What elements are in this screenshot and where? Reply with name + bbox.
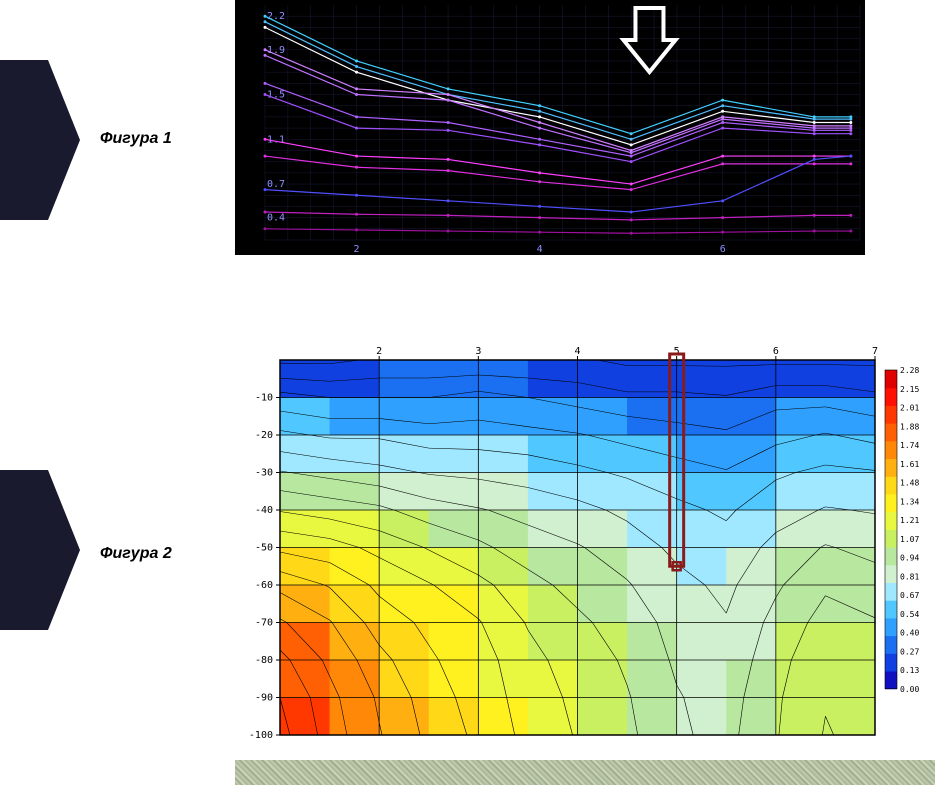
svg-text:1.34: 1.34 (900, 497, 919, 506)
svg-text:2.15: 2.15 (900, 385, 919, 394)
svg-text:-100: -100 (249, 730, 273, 740)
svg-text:1.74: 1.74 (900, 441, 919, 450)
pentagon-marker-1 (0, 60, 80, 220)
svg-text:0.81: 0.81 (900, 572, 919, 581)
svg-text:1.88: 1.88 (900, 422, 919, 431)
svg-text:0.67: 0.67 (900, 591, 919, 600)
svg-text:-10: -10 (255, 393, 273, 404)
svg-text:0.00: 0.00 (900, 685, 919, 694)
svg-text:-60: -60 (255, 580, 273, 591)
svg-text:6: 6 (720, 244, 726, 255)
svg-text:0.54: 0.54 (900, 610, 919, 619)
noise-strip (235, 760, 935, 785)
svg-text:0.13: 0.13 (900, 666, 919, 675)
svg-text:7: 7 (872, 346, 878, 357)
figure-1-chart: 0.40.71.11.51.92.2246 (235, 0, 865, 255)
svg-text:4: 4 (537, 244, 543, 255)
svg-text:0.27: 0.27 (900, 647, 919, 656)
svg-text:-50: -50 (255, 543, 273, 554)
svg-text:0.40: 0.40 (900, 629, 919, 638)
figure-2-chart: 234567-10-20-30-40-50-60-70-80-90-1000.0… (235, 335, 935, 740)
svg-text:-90: -90 (255, 693, 273, 704)
svg-text:0.94: 0.94 (900, 554, 919, 563)
svg-text:-80: -80 (255, 655, 273, 666)
svg-text:6: 6 (773, 346, 779, 357)
svg-text:0.7: 0.7 (267, 179, 285, 190)
svg-text:2: 2 (354, 244, 360, 255)
svg-text:4: 4 (574, 346, 580, 357)
svg-text:1.07: 1.07 (900, 535, 919, 544)
svg-text:2.28: 2.28 (900, 366, 919, 375)
svg-text:1.61: 1.61 (900, 460, 919, 469)
svg-text:-20: -20 (255, 430, 273, 441)
svg-text:2.2: 2.2 (267, 11, 285, 22)
svg-text:1.21: 1.21 (900, 516, 919, 525)
svg-text:0.4: 0.4 (267, 213, 285, 224)
svg-text:3: 3 (475, 346, 481, 357)
svg-text:2.01: 2.01 (900, 404, 919, 413)
svg-text:2: 2 (376, 346, 382, 357)
svg-text:-40: -40 (255, 505, 273, 516)
svg-text:-30: -30 (255, 468, 273, 479)
figure-1-label: Фигура 1 (100, 130, 172, 148)
pentagon-marker-2 (0, 470, 80, 630)
svg-text:-70: -70 (255, 618, 273, 629)
svg-text:1.48: 1.48 (900, 479, 919, 488)
figure-2-label: Фигура 2 (100, 545, 172, 563)
